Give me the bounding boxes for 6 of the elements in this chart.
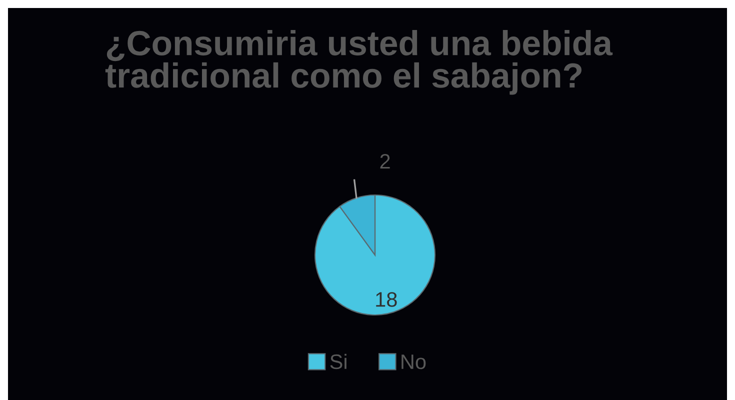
legend-label: Si <box>330 354 346 370</box>
data-label: 18 <box>376 292 397 307</box>
chart-title: ¿Consumiria usted una bebida tradicional como el sabajon? <box>105 30 613 95</box>
legend-label: No <box>402 354 426 370</box>
data-label: 2 <box>380 154 390 168</box>
pie-slice <box>314 194 436 316</box>
